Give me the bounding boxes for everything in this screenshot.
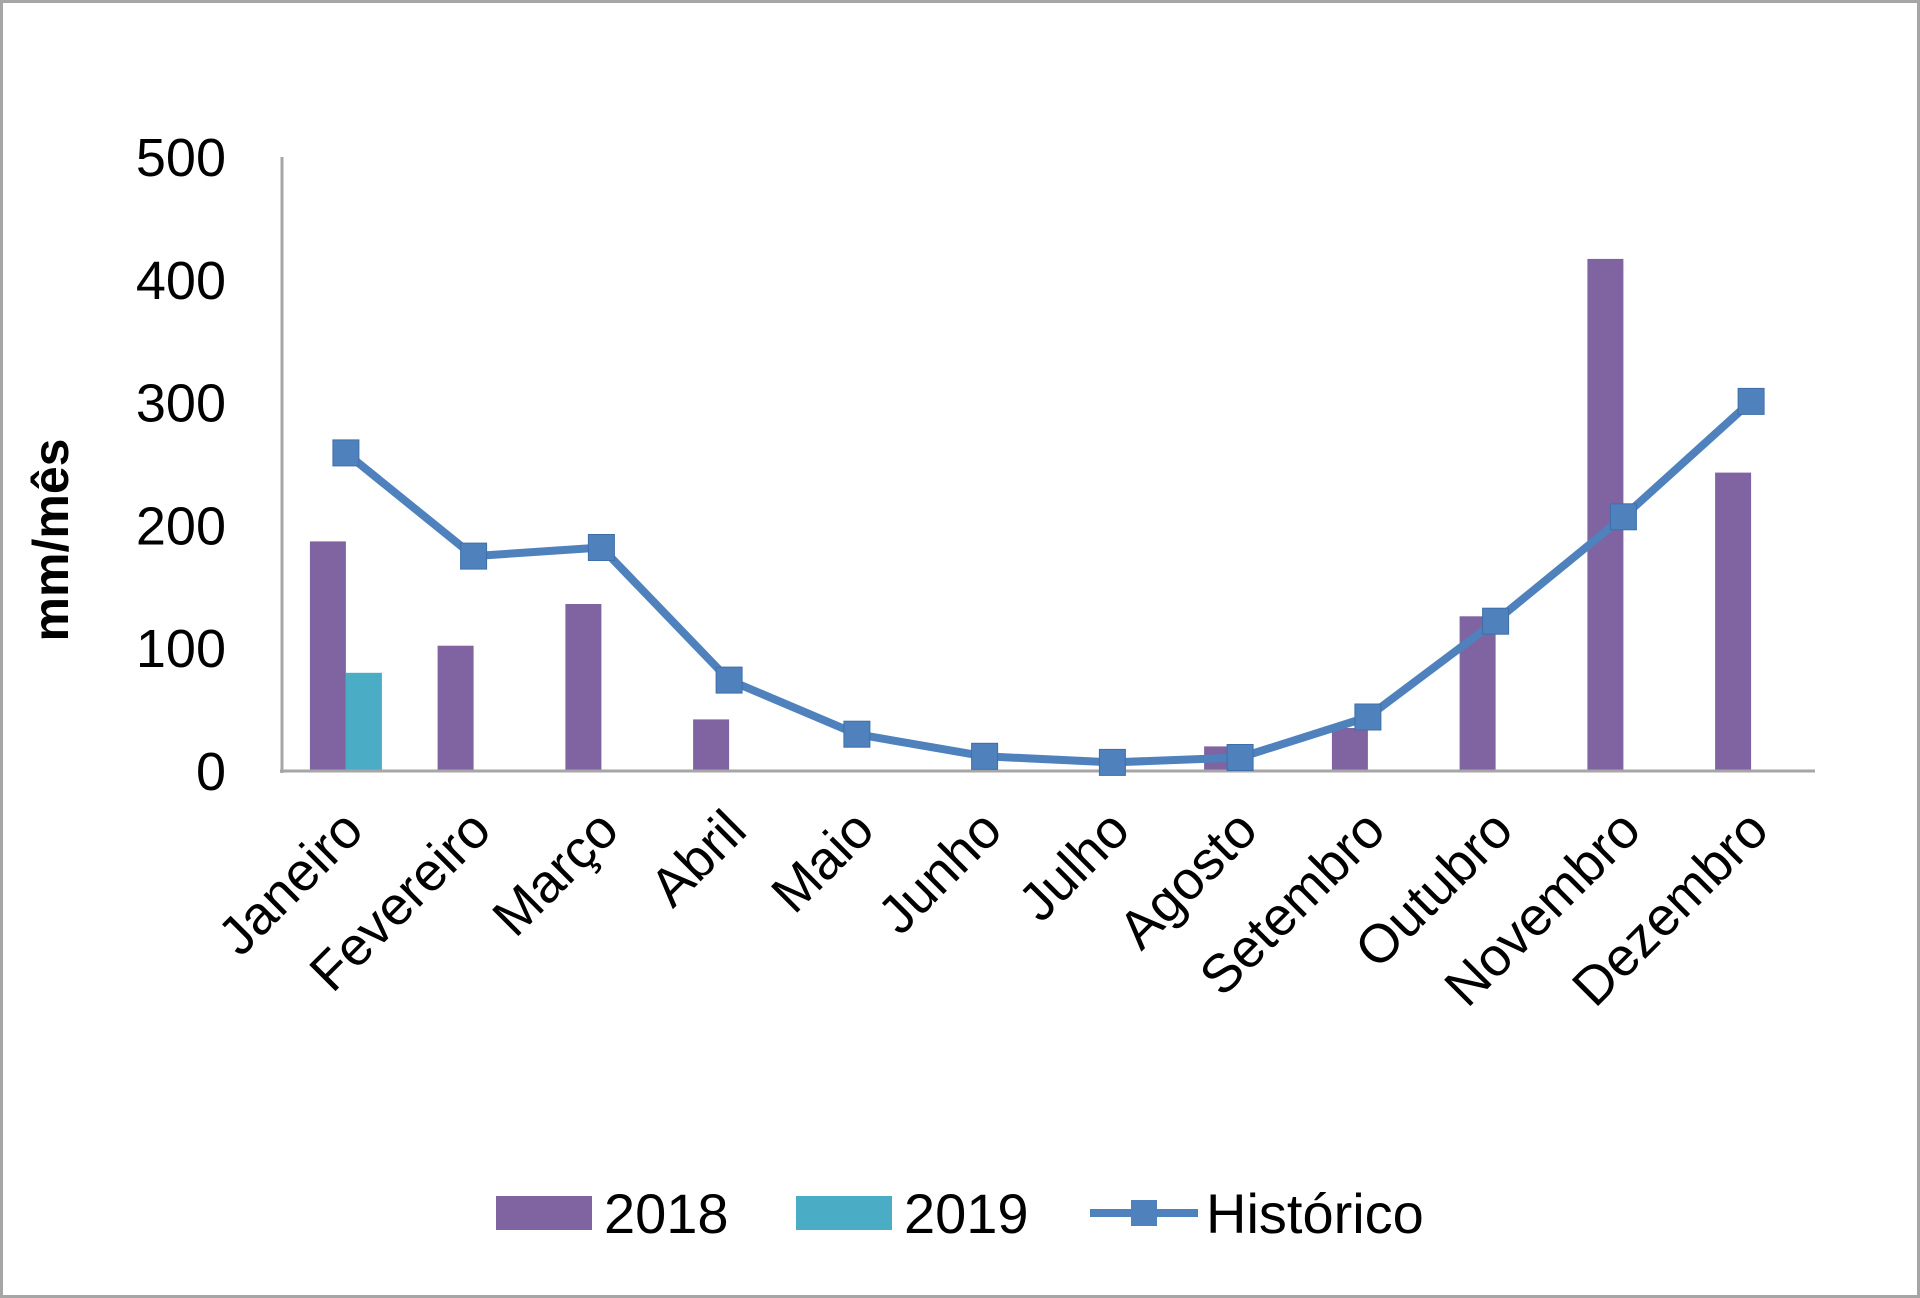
bars-layer [309, 258, 1752, 771]
line-histórico [343, 398, 1754, 767]
marker-historico-outubro [1482, 607, 1510, 635]
y-tick-labels: 0 100 200 300 400 500 [136, 128, 226, 802]
marker-historico-junho [971, 742, 999, 770]
bar-2018-abril [693, 719, 730, 771]
bar-2019-janeiro [345, 672, 382, 771]
marker-historico-janeiro [332, 439, 360, 467]
category-label-março: Março [481, 799, 630, 948]
marker-historico-abril [715, 666, 743, 694]
y-tick-200: 200 [136, 496, 226, 556]
y-tick-100: 100 [136, 619, 226, 679]
y-tick-300: 300 [136, 374, 226, 434]
legend-2018-label: 2018 [604, 1182, 729, 1245]
y-axis-label: mm/mês [23, 439, 79, 642]
legend: 2018 2019 Histórico [496, 1182, 1424, 1245]
bar-2018-dezembro [1715, 472, 1752, 771]
y-tick-400: 400 [136, 251, 226, 311]
bar-2018-setembro [1331, 728, 1368, 771]
legend-histórico-label: Histórico [1206, 1182, 1424, 1245]
category-label-maio: Maio [760, 799, 885, 924]
marker-historico-maio [843, 720, 871, 748]
axes-layer [280, 157, 1815, 773]
category-label-abril: Abril [639, 799, 758, 918]
marker-historico-agosto [1226, 744, 1254, 771]
bar-2018-janeiro [309, 541, 346, 771]
marker-historico-julho [1098, 748, 1126, 776]
marker-historico-novembro [1609, 503, 1637, 531]
legend-histórico-marker [1131, 1200, 1157, 1226]
y-tick-0: 0 [196, 742, 226, 802]
line-layer [332, 387, 1765, 776]
legend-2019-label: 2019 [904, 1182, 1029, 1245]
marker-historico-setembro [1354, 703, 1382, 731]
legend-2019-swatch [796, 1196, 892, 1230]
category-label-junho: Junho [867, 799, 1013, 945]
bar-2018-fevereiro [437, 645, 474, 771]
marker-historico-março [587, 534, 615, 561]
legend-2018-swatch [496, 1196, 592, 1230]
marker-historico-dezembro [1737, 387, 1765, 415]
y-tick-500: 500 [136, 128, 226, 188]
marker-historico-fevereiro [460, 542, 488, 570]
bar-2018-março [565, 604, 602, 771]
